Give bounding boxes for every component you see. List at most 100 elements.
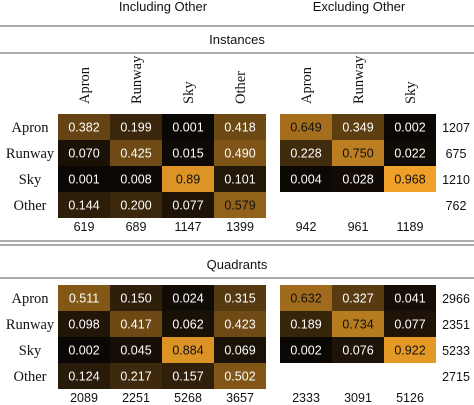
quadrants-including-other-col-total: 2089 <box>70 391 98 405</box>
quadrants-including-other-cell <box>58 311 110 337</box>
quadrants-panel: Apron Runway Sky Other 0.511 0.150 0.024 0.315 0… <box>6 285 470 405</box>
instances-excluding-other-cell <box>384 166 436 192</box>
quadrants-excluding-other-cell-value: 0.002 <box>290 344 321 358</box>
quadrants-row-label-apron: Apron <box>11 291 49 307</box>
instances-row-total: 1207 <box>442 121 470 135</box>
quadrants-excluding-other-cell <box>280 285 332 311</box>
quadrants-excluding-other-cell-value: 0.734 <box>342 318 373 332</box>
quadrants-excluding-other-cell <box>384 337 436 363</box>
instances-excluding-other-cell <box>384 114 436 140</box>
instances-excluding-other-cell-value: 0.649 <box>290 121 321 135</box>
instances-including-other-col-label-sky: Sky <box>181 81 197 104</box>
instances-including-other-cell <box>58 192 110 218</box>
quadrants-including-other-col-total: 2251 <box>122 391 150 405</box>
instances-excluding-other-cell-value: 0.349 <box>342 121 373 135</box>
instances-including-other-cell-value: 0.070 <box>68 147 99 161</box>
quadrants-including-other-cell <box>58 363 110 389</box>
instances-including-other-cell <box>58 114 110 140</box>
instances-including-other-cell-value: 0.101 <box>224 173 255 187</box>
quadrants-including-other-cell-value: 0.069 <box>224 344 255 358</box>
quadrants-excluding-other-col-total: 2333 <box>292 391 320 405</box>
instances-including-other-cell <box>214 192 266 218</box>
quadrants-including-other-cell-value: 0.098 <box>68 318 99 332</box>
quadrants-excluding-other-cell <box>332 285 384 311</box>
instances-including-other-cell-value: 0.418 <box>224 121 255 135</box>
instances-row-total: 675 <box>446 147 467 161</box>
panel-title-instances: Instances <box>209 32 265 47</box>
instances-including-other-cell-value: 0.579 <box>224 199 255 213</box>
instances-including-other-cell <box>110 140 162 166</box>
quadrants-excluding-other-cell-value: 0.327 <box>342 292 373 306</box>
instances-excluding-other-col-total: 1189 <box>397 220 424 234</box>
quadrants-including-other-cell-value: 0.062 <box>172 318 203 332</box>
quadrants-excluding-other-cell-value: 0.076 <box>342 344 373 358</box>
instances-including-other-cell <box>58 166 110 192</box>
instances-including-other-cell-value: 0.144 <box>68 199 99 213</box>
quadrants-including-other-cell-value: 0.511 <box>69 292 99 306</box>
quadrants-including-other-cell <box>110 285 162 311</box>
quadrants-including-other-cell-value: 0.157 <box>172 370 203 384</box>
quadrants-including-other-col-total: 3657 <box>226 391 254 405</box>
quadrants-including-other-cell-value: 0.045 <box>120 344 151 358</box>
instances-including-other-cell-value: 0.89 <box>176 173 200 187</box>
instances-including-other-col-total: 689 <box>126 220 147 234</box>
quadrants-excluding-other-cell <box>280 337 332 363</box>
instances-including-other-cell-value: 0.490 <box>224 147 255 161</box>
instances-including-other-cell-value: 0.008 <box>120 173 151 187</box>
quadrants-including-other-cell <box>162 285 214 311</box>
quadrants-excluding-other-cell-value: 0.632 <box>290 292 321 306</box>
instances-including-other-cell-value: 0.199 <box>120 121 151 135</box>
quadrants-including-other-cell-value: 0.423 <box>224 318 255 332</box>
quadrants-excluding-other-col-total: 3091 <box>344 391 372 405</box>
instances-including-other-cell-value: 0.382 <box>68 121 99 135</box>
instances-including-other-cell-value: 0.001 <box>68 173 99 187</box>
quadrants-excluding-other-cell-value: 0.077 <box>394 318 425 332</box>
quadrants-including-other-cell <box>58 337 110 363</box>
including-other-header: Including Other <box>119 0 208 14</box>
instances-excluding-other-col-label-apron: Apron <box>299 66 315 104</box>
quadrants-excluding-other-cell <box>280 311 332 337</box>
quadrants-excluding-other-cell <box>332 337 384 363</box>
quadrants-including-other-cell <box>162 311 214 337</box>
instances-including-other-cell-value: 0.077 <box>172 199 203 213</box>
quadrants-including-other-cell <box>162 363 214 389</box>
instances-including-other-cell <box>162 140 214 166</box>
quadrants-including-other-cell-value: 0.315 <box>224 292 255 306</box>
instances-including-other-cell <box>162 192 214 218</box>
instances-including-other-cell <box>110 114 162 140</box>
instances-including-other-cell <box>58 140 110 166</box>
instances-excluding-other-cell-value: 0.002 <box>394 121 425 135</box>
quadrants-including-other-cell-value: 0.417 <box>120 318 151 332</box>
quadrants-including-other-cell <box>110 311 162 337</box>
quadrants-row-total: 2966 <box>442 292 470 306</box>
quadrants-including-other-cell <box>214 285 266 311</box>
instances-row-label-runway: Runway <box>6 146 55 162</box>
instances-row-total: 762 <box>446 199 467 213</box>
quadrants-including-other-cell-value: 0.217 <box>120 370 151 384</box>
instances-row-label-sky: Sky <box>19 172 42 188</box>
instances-excluding-other-col-total: 942 <box>296 220 317 234</box>
quadrants-excluding-other-cell-value: 0.041 <box>394 292 425 306</box>
instances-including-other-cell <box>110 166 162 192</box>
instances-excluding-other-cell <box>280 166 332 192</box>
quadrants-excluding-other-cell-value: 0.189 <box>290 318 321 332</box>
quadrants-including-other-cell-value: 0.502 <box>224 370 255 384</box>
quadrants-including-other-cell <box>58 285 110 311</box>
quadrants-excluding-other-cell-value: 0.922 <box>394 344 425 358</box>
quadrants-excluding-other-cell <box>384 285 436 311</box>
instances-panel: Apron Runway Sky Other 0.382 0.199 0.001 0.418 0… <box>6 55 470 234</box>
quadrants-row-label-runway: Runway <box>6 317 55 333</box>
instances-including-other-cell-value: 0.015 <box>172 147 203 161</box>
instances-including-other-col-label-apron: Apron <box>77 66 93 104</box>
quadrants-row-total: 2715 <box>442 370 470 384</box>
instances-excluding-other-cell-value: 0.968 <box>394 173 425 187</box>
instances-excluding-other-cell-value: 0.750 <box>342 147 373 161</box>
instances-excluding-other-cell <box>280 140 332 166</box>
instances-including-other-col-total: 1399 <box>226 220 254 234</box>
instances-including-other-col-total: 1147 <box>175 220 202 234</box>
instances-including-other-cell <box>162 166 214 192</box>
instances-including-other-cell-value: 0.200 <box>120 199 151 213</box>
quadrants-row-total: 2351 <box>442 318 470 332</box>
instances-including-other-cell <box>162 114 214 140</box>
